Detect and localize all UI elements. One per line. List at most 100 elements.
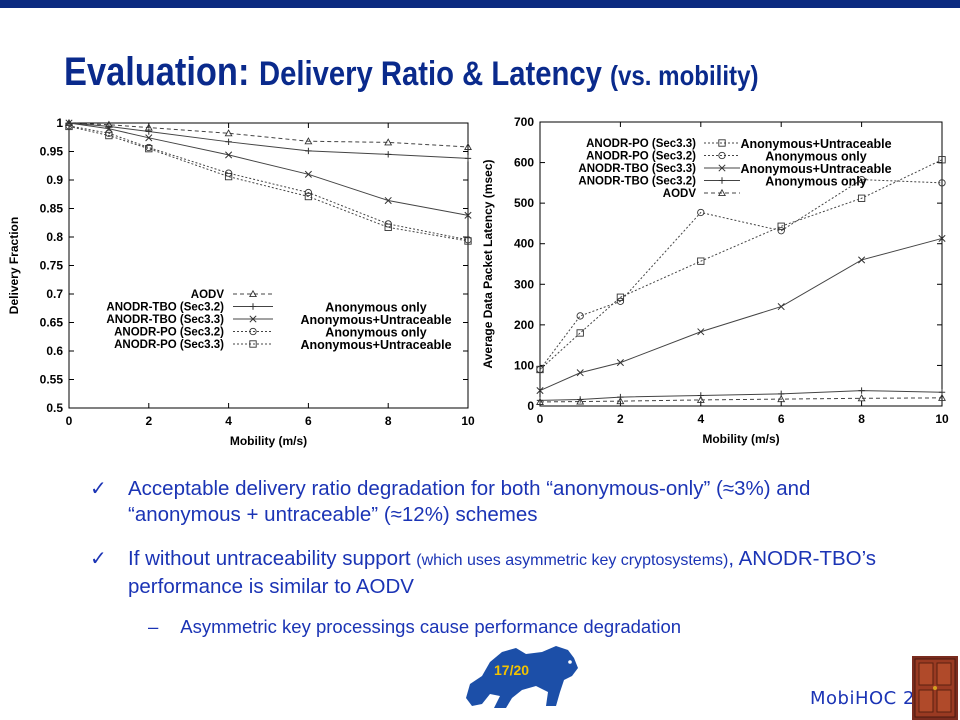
data-point bbox=[385, 151, 392, 158]
x-tick-label: 2 bbox=[145, 414, 152, 428]
series-line bbox=[539, 179, 943, 370]
x-tick-label: 10 bbox=[461, 414, 475, 428]
legend-label: AODV bbox=[191, 289, 225, 301]
data-point bbox=[616, 359, 624, 367]
sub-bullet: – Asymmetric key processings cause perfor… bbox=[148, 616, 681, 638]
slide-title: Evaluation: Delivery Ratio & Latency (vs… bbox=[64, 50, 759, 95]
series-anodr-po-sec3-3- bbox=[536, 156, 946, 374]
y-tick-label: 200 bbox=[514, 318, 534, 332]
data-point bbox=[464, 155, 472, 162]
data-point bbox=[697, 328, 705, 336]
data-point bbox=[536, 387, 544, 395]
y-tick-label: 0.7 bbox=[46, 287, 63, 301]
bullet-text: If without untraceability support (which… bbox=[128, 546, 916, 600]
data-point bbox=[697, 392, 704, 399]
data-point bbox=[536, 365, 544, 374]
data-point bbox=[304, 192, 313, 201]
check-icon: ✓ bbox=[90, 478, 107, 500]
legend-label: AODV bbox=[663, 188, 697, 200]
series-aodv bbox=[536, 393, 946, 405]
plot-frame bbox=[68, 122, 469, 409]
legend-note: Anonymous+Untraceable bbox=[740, 137, 891, 151]
data-point bbox=[938, 179, 946, 187]
legend-label: ANODR-TBO (Sec3.3) bbox=[578, 163, 696, 175]
legend-note: Anonymous+Untraceable bbox=[300, 313, 451, 327]
door-icon bbox=[912, 656, 958, 720]
legend-note: Anonymous only bbox=[325, 326, 426, 340]
x-tick-label: 6 bbox=[305, 414, 312, 428]
legend-note: Anonymous only bbox=[325, 301, 426, 315]
data-point bbox=[384, 138, 393, 146]
legend-note: Anonymous only bbox=[765, 150, 866, 164]
x-axis-label: Mobility (m/s) bbox=[230, 434, 307, 448]
legend-label: ANODR-PO (Sec3.2) bbox=[114, 327, 224, 339]
data-point bbox=[65, 122, 73, 131]
legend-marker bbox=[249, 303, 257, 310]
data-point bbox=[304, 188, 313, 197]
y-tick-label: 0.75 bbox=[40, 259, 64, 273]
data-point bbox=[225, 138, 232, 146]
data-point bbox=[777, 303, 785, 311]
legend-marker bbox=[718, 164, 726, 172]
legend-label: ANODR-TBO (Sec3.3) bbox=[106, 314, 224, 326]
data-point bbox=[858, 256, 866, 264]
series-anodr-po-sec3-3- bbox=[65, 122, 472, 245]
data-point bbox=[464, 211, 472, 219]
data-point bbox=[616, 293, 625, 301]
data-point bbox=[576, 369, 584, 377]
delivery-fraction-chart: 0 2 4 6 8 10 0.5 0.55 0.6 0.65 0.7 0.75 0.8 0.85 0.9 0.… bbox=[7, 116, 475, 448]
data-point bbox=[304, 170, 312, 178]
data-point bbox=[858, 387, 865, 394]
y-axis-label: Average Data Packet Latency (msec) bbox=[481, 160, 495, 369]
x-tick-label: 4 bbox=[697, 412, 704, 426]
x-tick-label: 8 bbox=[385, 414, 392, 428]
y-tick-label: 0.65 bbox=[40, 316, 64, 330]
data-point bbox=[305, 147, 312, 155]
legend-marker bbox=[718, 151, 726, 160]
data-point bbox=[536, 397, 544, 405]
data-point bbox=[225, 151, 233, 159]
bullet-text-c: , ANODR-TBO’s performance is similar to … bbox=[128, 547, 877, 598]
top-accent-bar bbox=[0, 0, 960, 8]
data-point bbox=[616, 397, 625, 405]
bullet-text-a: If without untraceability support bbox=[128, 547, 417, 570]
legend-marker bbox=[249, 289, 257, 298]
title-main: Evaluation: bbox=[64, 50, 259, 94]
x-axis-label: Mobility (m/s) bbox=[702, 432, 779, 446]
series-line bbox=[68, 125, 469, 241]
data-point bbox=[697, 257, 705, 265]
y-tick-label: 0.95 bbox=[40, 145, 64, 159]
bullet-delivery-ratio: ✓ Acceptable delivery ratio degradation … bbox=[90, 476, 916, 528]
data-point bbox=[145, 145, 153, 153]
legend-marker bbox=[249, 340, 257, 348]
y-tick-label: 400 bbox=[514, 237, 534, 251]
data-point bbox=[576, 312, 584, 320]
legend-marker bbox=[718, 139, 726, 147]
legend-marker bbox=[718, 188, 726, 197]
data-point bbox=[224, 129, 233, 137]
check-icon: ✓ bbox=[90, 548, 107, 570]
series-anodr-po-sec3-2- bbox=[65, 122, 472, 244]
data-point bbox=[696, 395, 705, 403]
series-anodr-tbo-sec3-3- bbox=[65, 119, 472, 219]
title-sub: Delivery Ratio & Latency bbox=[258, 55, 610, 93]
legend-note: Anonymous+Untraceable bbox=[300, 338, 451, 352]
y-tick-label: 0.55 bbox=[40, 373, 64, 387]
data-point bbox=[616, 297, 625, 305]
x-tick-label: 10 bbox=[935, 412, 949, 426]
series-line bbox=[68, 125, 469, 242]
y-tick-label: 700 bbox=[514, 115, 534, 129]
legend-label: ANODR-TBO (Sec3.2) bbox=[106, 302, 224, 314]
data-point bbox=[304, 137, 313, 145]
data-point bbox=[145, 128, 152, 135]
bear-logo bbox=[466, 646, 578, 708]
plot-frame bbox=[539, 121, 943, 407]
data-point bbox=[576, 397, 585, 405]
data-point bbox=[938, 156, 946, 164]
y-tick-label: 500 bbox=[514, 196, 534, 210]
series-line bbox=[539, 390, 943, 401]
legend-note: Anonymous+Untraceable bbox=[740, 162, 891, 176]
data-point bbox=[777, 222, 785, 230]
